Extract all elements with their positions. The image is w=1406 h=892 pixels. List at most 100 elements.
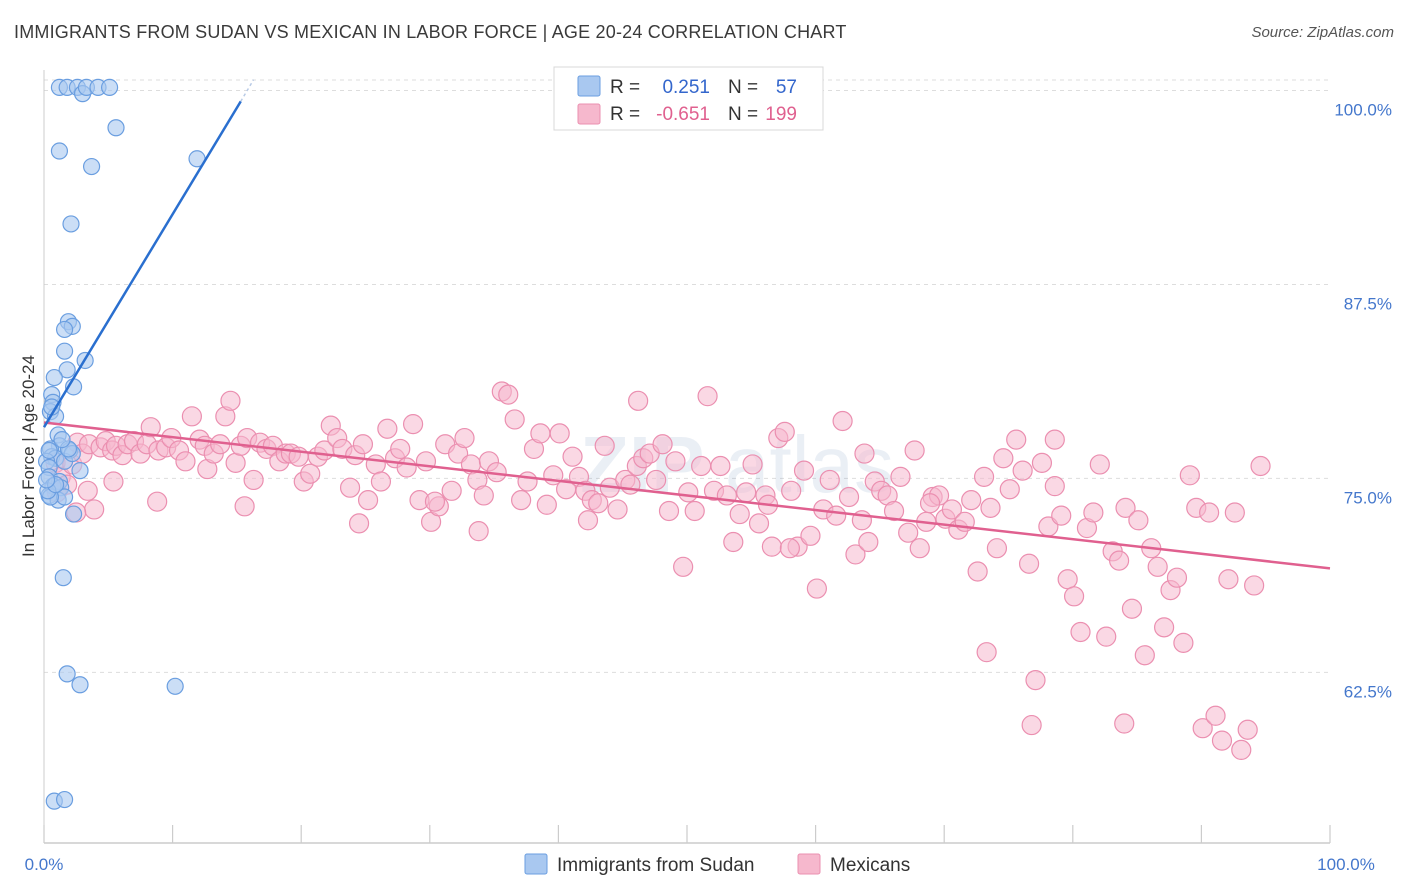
point-mexicans bbox=[986, 538, 1008, 559]
point-mexicans bbox=[736, 482, 757, 503]
point-mexicans bbox=[999, 479, 1020, 500]
point-mexicans bbox=[1114, 713, 1135, 734]
point-mexicans bbox=[511, 490, 532, 511]
point-sudan bbox=[53, 431, 71, 449]
point-mexicans bbox=[1154, 617, 1175, 638]
point-mexicans bbox=[1025, 669, 1046, 691]
point-mexicans bbox=[1173, 632, 1194, 653]
point-mexicans bbox=[77, 480, 98, 501]
point-mexicans bbox=[904, 440, 925, 461]
point-mexicans bbox=[473, 485, 494, 506]
trend-line-sudan bbox=[42, 100, 242, 428]
point-mexicans bbox=[140, 417, 161, 438]
point-mexicans bbox=[761, 536, 782, 557]
point-sudan bbox=[55, 320, 74, 339]
point-mexicans bbox=[243, 469, 264, 491]
point-mexicans bbox=[890, 466, 911, 487]
point-mexicans bbox=[1134, 645, 1155, 666]
point-sudan bbox=[71, 676, 89, 694]
point-mexicans bbox=[607, 499, 628, 520]
trend-line-mexicans bbox=[43, 421, 1331, 570]
point-mexicans bbox=[729, 503, 750, 525]
point-sudan bbox=[64, 505, 83, 523]
point-mexicans bbox=[415, 451, 437, 472]
point-sudan bbox=[40, 441, 58, 460]
point-sudan bbox=[54, 569, 72, 587]
point-mexicans bbox=[1224, 502, 1245, 523]
point-mexicans bbox=[365, 454, 386, 475]
point-mexicans bbox=[536, 494, 557, 515]
point-mexicans bbox=[1128, 510, 1149, 531]
chart-title: IMMIGRANTS FROM SUDAN VS MEXICAN IN LABO… bbox=[14, 22, 847, 42]
point-mexicans bbox=[742, 454, 763, 475]
point-mexicans bbox=[549, 423, 570, 444]
point-sudan bbox=[71, 462, 89, 480]
legend-r-label-1: R = bbox=[610, 77, 640, 98]
point-mexicans bbox=[1057, 569, 1078, 590]
point-mexicans bbox=[357, 490, 379, 511]
point-mexicans bbox=[1044, 476, 1065, 497]
point-mexicans bbox=[1250, 455, 1271, 477]
point-mexicans bbox=[1218, 569, 1239, 590]
bottom-legend-label-sudan: Immigrants from Sudan bbox=[557, 855, 754, 876]
point-mexicans bbox=[1096, 626, 1117, 647]
y-tick-label: 75.0% bbox=[1344, 488, 1392, 507]
point-mexicans bbox=[1051, 505, 1072, 526]
point-mexicans bbox=[909, 538, 930, 559]
point-sudan bbox=[58, 665, 76, 683]
point-mexicans bbox=[1108, 550, 1130, 571]
point-mexicans bbox=[530, 423, 551, 444]
point-mexicans bbox=[838, 486, 860, 508]
point-mexicans bbox=[779, 538, 800, 559]
point-sudan bbox=[62, 215, 80, 233]
source-label: Source: ZipAtlas.com bbox=[1251, 24, 1394, 41]
legend-n-label-1: N = bbox=[728, 77, 758, 98]
legend-swatch-sudan bbox=[577, 75, 601, 97]
point-mexicans bbox=[147, 491, 168, 512]
y-axis-title: In Labor Force | Age 20-24 bbox=[19, 355, 38, 557]
point-mexicans bbox=[832, 410, 853, 432]
point-mexicans bbox=[562, 446, 583, 467]
point-mexicans bbox=[1031, 452, 1053, 473]
point-mexicans bbox=[980, 497, 1001, 518]
point-mexicans bbox=[1018, 553, 1040, 574]
point-sudan bbox=[45, 368, 63, 387]
point-sudan bbox=[55, 342, 74, 360]
point-mexicans bbox=[748, 513, 770, 534]
point-mexicans bbox=[806, 578, 827, 599]
legend-n-value-1: 57 bbox=[776, 77, 797, 98]
point-mexicans bbox=[468, 521, 489, 542]
point-mexicans bbox=[1089, 454, 1110, 475]
x-tick-marks bbox=[43, 825, 1331, 843]
point-mexicans bbox=[352, 434, 374, 455]
x-tick-label-100: 100.0% bbox=[1317, 855, 1375, 874]
legend-r-value-2: -0.651 bbox=[656, 104, 710, 125]
y-tick-label: 62.5% bbox=[1344, 682, 1392, 701]
point-mexicans bbox=[1199, 502, 1220, 523]
point-mexicans bbox=[588, 493, 609, 514]
point-mexicans bbox=[348, 513, 370, 534]
point-mexicans bbox=[793, 460, 815, 481]
legend-r-label-2: R = bbox=[610, 104, 640, 125]
point-sudan bbox=[100, 78, 119, 97]
point-mexicans bbox=[673, 556, 694, 577]
point-mexicans bbox=[858, 531, 879, 553]
point-mexicans bbox=[1021, 714, 1042, 736]
point-mexicans bbox=[370, 471, 392, 492]
y-tick-labels: 62.5% 75.0% 87.5% 100.0% bbox=[1334, 101, 1392, 702]
point-sudan bbox=[50, 142, 69, 160]
point-mexicans bbox=[517, 471, 538, 492]
point-mexicans bbox=[1063, 586, 1085, 607]
legend-r-value-1: 0.251 bbox=[662, 77, 710, 98]
legend-n-value-2: 199 bbox=[765, 104, 797, 125]
point-mexicans bbox=[1244, 575, 1265, 596]
point-mexicans bbox=[1231, 739, 1252, 761]
trend-lines bbox=[42, 79, 1331, 570]
legend-swatch-mexicans bbox=[577, 103, 601, 125]
point-mexicans bbox=[441, 480, 462, 501]
point-mexicans bbox=[103, 471, 124, 492]
legend: R = 0.251 N = 57 R = -0.651 N = 199 bbox=[553, 66, 824, 131]
point-mexicans bbox=[225, 452, 246, 473]
legend-n-label-2: N = bbox=[728, 104, 758, 125]
point-mexicans bbox=[1006, 429, 1027, 450]
